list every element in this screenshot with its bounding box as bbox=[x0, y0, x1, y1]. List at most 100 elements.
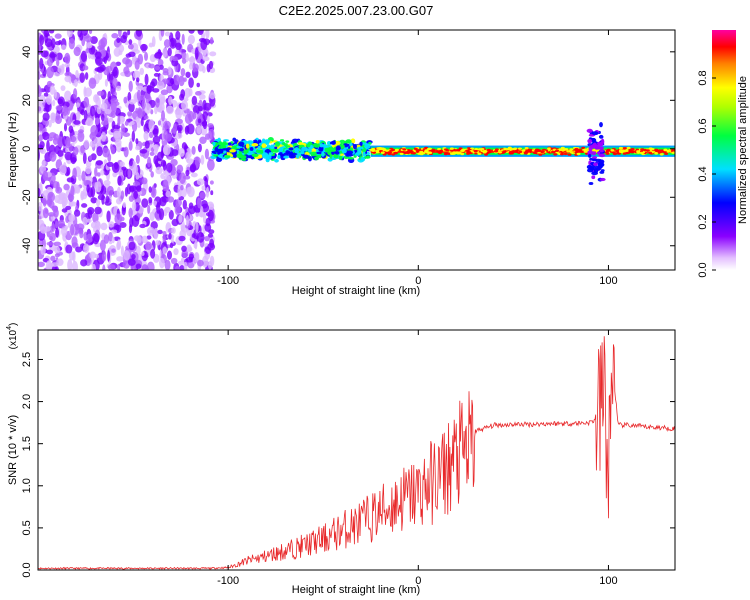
heatmap-cell bbox=[315, 151, 323, 155]
spectrogram-y-label: Frequency (Hz) bbox=[7, 112, 19, 188]
heatmap-cell bbox=[178, 214, 183, 224]
heatmap-cell bbox=[156, 201, 161, 214]
heatmap-cell bbox=[60, 225, 68, 237]
heatmap-cell bbox=[38, 106, 42, 112]
heatmap-cell bbox=[131, 254, 136, 260]
heatmap-cell bbox=[412, 152, 417, 155]
heatmap-cell bbox=[174, 203, 181, 216]
heatmap-cell bbox=[204, 148, 210, 160]
heatmap-cell bbox=[439, 149, 444, 153]
heatmap-cell bbox=[102, 264, 106, 270]
heatmap-cell bbox=[136, 77, 140, 83]
heatmap-cell bbox=[110, 100, 117, 113]
heatmap-cell bbox=[81, 203, 88, 208]
heatmap-cell bbox=[82, 65, 89, 71]
heatmap-cell bbox=[128, 207, 133, 218]
heatmap-cell bbox=[198, 93, 206, 100]
heatmap-cell bbox=[111, 33, 119, 39]
heatmap-cell bbox=[100, 102, 108, 112]
heatmap-cell bbox=[166, 84, 173, 94]
heatmap-cell bbox=[151, 78, 158, 87]
heatmap-cell bbox=[421, 151, 426, 155]
heatmap-cell bbox=[116, 37, 121, 43]
heatmap-cell bbox=[114, 213, 123, 225]
heatmap-cell bbox=[204, 223, 212, 232]
heatmap-cell bbox=[64, 52, 71, 64]
heatmap-cell bbox=[147, 204, 151, 214]
heatmap-cell bbox=[591, 158, 598, 162]
heatmap-cell bbox=[324, 145, 329, 148]
heatmap-cell bbox=[106, 210, 111, 223]
heatmap-cell bbox=[205, 133, 211, 140]
heatmap-cell bbox=[117, 175, 122, 186]
heatmap-cell bbox=[599, 177, 606, 182]
heatmap-cell bbox=[236, 154, 244, 159]
colorbar: 0.0 0.2 0.4 0.6 0.8 Normalized spectral ampl… bbox=[697, 30, 749, 278]
heatmap-cell bbox=[72, 167, 77, 180]
heatmap-cell bbox=[46, 139, 50, 152]
heatmap-region-noise bbox=[38, 30, 217, 270]
heatmap-cell bbox=[64, 90, 72, 101]
heatmap-cell bbox=[73, 209, 81, 217]
heatmap-cell bbox=[50, 262, 59, 267]
heatmap-cell bbox=[89, 105, 96, 117]
heatmap-cell bbox=[137, 108, 143, 119]
heatmap-cell bbox=[329, 149, 337, 152]
heatmap-cell bbox=[657, 149, 662, 152]
heatmap-cell bbox=[587, 138, 593, 144]
snr-y-tick-label: 1.0 bbox=[21, 478, 33, 493]
heatmap-cell bbox=[51, 222, 56, 232]
heatmap-cell bbox=[156, 80, 165, 90]
heatmap-cell bbox=[101, 194, 105, 205]
heatmap-cell bbox=[167, 196, 175, 203]
heatmap-cell bbox=[645, 149, 650, 152]
heatmap-cell bbox=[202, 212, 207, 224]
heatmap-cell bbox=[166, 105, 174, 115]
heatmap-cell bbox=[66, 30, 73, 38]
heatmap-cell bbox=[339, 139, 346, 145]
heatmap-cell bbox=[55, 227, 60, 238]
heatmap-cell bbox=[170, 257, 178, 265]
heatmap-cell bbox=[618, 150, 623, 153]
heatmap-cell bbox=[223, 149, 227, 154]
heatmap-cell bbox=[56, 58, 60, 67]
snr-x-label: Height of straight line (km) bbox=[292, 584, 420, 596]
heatmap-cell bbox=[630, 148, 635, 151]
heatmap-cell bbox=[399, 152, 404, 156]
heatmap-cell bbox=[89, 251, 97, 259]
heatmap-cell bbox=[599, 162, 604, 167]
heatmap-cell bbox=[274, 141, 281, 147]
heatmap-cell bbox=[508, 150, 513, 154]
heatmap-cell bbox=[41, 160, 46, 167]
heatmap-cell bbox=[59, 164, 67, 176]
heatmap-cell bbox=[197, 118, 202, 124]
heatmap-cell bbox=[151, 185, 155, 197]
heatmap-cell bbox=[100, 131, 107, 142]
heatmap-cell bbox=[247, 140, 254, 144]
heatmap-cell bbox=[314, 156, 320, 161]
heatmap-cell bbox=[99, 185, 107, 196]
heatmap-cell bbox=[43, 226, 51, 232]
heatmap-cell bbox=[617, 152, 622, 155]
heatmap-cell bbox=[74, 186, 81, 194]
heatmap-cell bbox=[175, 30, 181, 40]
heatmap-cell bbox=[345, 154, 350, 157]
heatmap-cell bbox=[119, 161, 125, 167]
heatmap-cell bbox=[70, 157, 77, 163]
heatmap-cell bbox=[187, 34, 196, 45]
heatmap-cell bbox=[162, 246, 168, 255]
heatmap-cell bbox=[129, 159, 133, 167]
heatmap-cell bbox=[209, 238, 215, 249]
heatmap-cell bbox=[301, 146, 308, 152]
heatmap-cell bbox=[591, 131, 599, 136]
heatmap-cell bbox=[594, 144, 601, 150]
heatmap-cell bbox=[57, 66, 64, 74]
heatmap-cell bbox=[200, 154, 205, 165]
heatmap-cell bbox=[194, 47, 199, 60]
heatmap-cell bbox=[94, 94, 99, 102]
heatmap-cell bbox=[56, 52, 63, 61]
heatmap-cell bbox=[575, 150, 580, 154]
heatmap-cell bbox=[75, 102, 81, 108]
heatmap-cell bbox=[76, 223, 85, 231]
snr-series-line bbox=[38, 336, 675, 570]
